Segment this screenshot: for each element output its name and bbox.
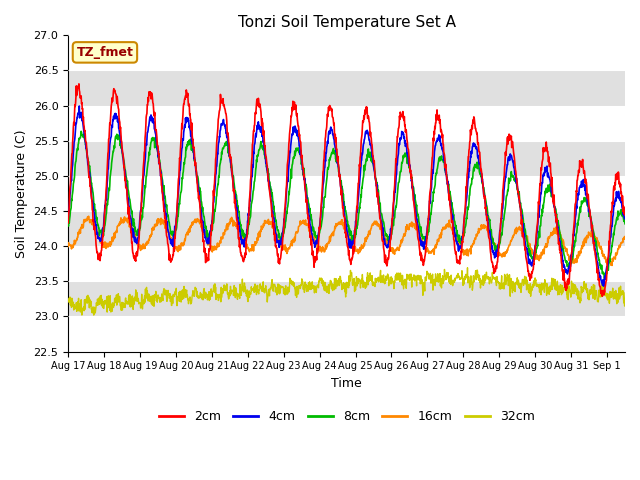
Bar xyxy=(68,281,625,316)
Bar xyxy=(68,316,625,351)
Title: Tonzi Soil Temperature Set A: Tonzi Soil Temperature Set A xyxy=(237,15,456,30)
X-axis label: Time: Time xyxy=(332,377,362,390)
Bar xyxy=(68,106,625,141)
Bar xyxy=(68,141,625,176)
Bar xyxy=(68,36,625,71)
Y-axis label: Soil Temperature (C): Soil Temperature (C) xyxy=(15,129,28,258)
Legend: 2cm, 4cm, 8cm, 16cm, 32cm: 2cm, 4cm, 8cm, 16cm, 32cm xyxy=(154,405,540,428)
Bar xyxy=(68,211,625,246)
Bar xyxy=(68,71,625,106)
Text: TZ_fmet: TZ_fmet xyxy=(77,46,133,59)
Bar xyxy=(68,246,625,281)
Bar xyxy=(68,176,625,211)
